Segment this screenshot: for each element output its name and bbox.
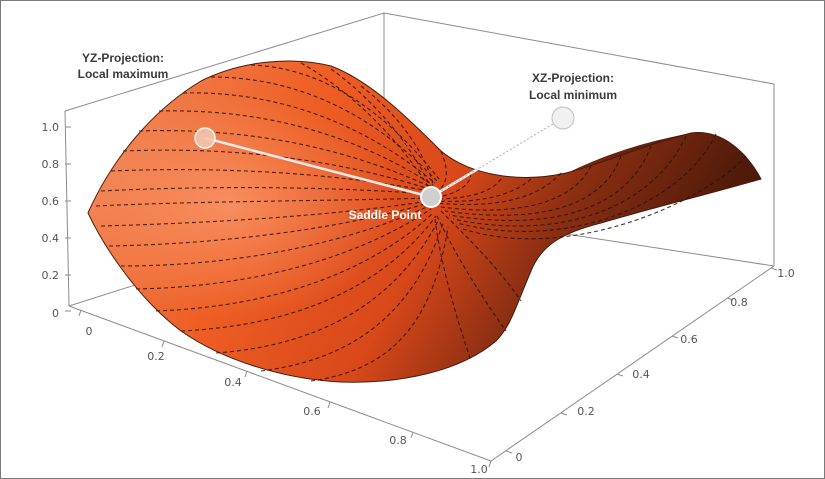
x-tick-label: 1.0 (470, 463, 488, 476)
surface-highlight (88, 61, 566, 383)
z-axis: 1.0 0.8 0.6 0.4 0.2 0 (42, 121, 71, 320)
annotation-markers (194, 106, 575, 208)
x-axis: 0 0.2 0.4 0.6 0.8 1.0 (78, 309, 492, 476)
y-tick-label: 0.6 (680, 333, 698, 346)
saddle-point-marker (420, 186, 442, 208)
x-tick-label: 0.4 (224, 376, 242, 389)
contour-lines (95, 62, 747, 382)
bounding-box-front (68, 265, 775, 462)
yz-local-max-label: Local maximum (78, 67, 169, 81)
saddle-point-label: Saddle Point (349, 208, 422, 222)
y-tick-label: 0 (516, 451, 523, 464)
x-tick-label: 0.8 (389, 434, 407, 447)
y-tick-label: 0.2 (577, 405, 595, 418)
xz-projection-label: XZ-Projection: (532, 71, 614, 85)
z-tick-label: 1.0 (42, 121, 60, 134)
x-tick-label: 0.6 (303, 405, 321, 418)
xz-local-min-marker (551, 106, 575, 130)
z-tick-label: 0.8 (42, 158, 60, 171)
z-tick-label: 0.4 (42, 232, 60, 245)
z-tick-label: 0.6 (42, 195, 60, 208)
x-tick-label: 0.2 (147, 350, 165, 363)
z-tick-label: 0.2 (42, 269, 60, 282)
yz-projection-label: YZ-Projection: (82, 51, 164, 65)
xz-local-min-label: Local minimum (529, 88, 617, 102)
x-tick-label: 0 (86, 325, 93, 338)
yz-connector-line (204, 136, 432, 199)
z-tick-label: 0 (52, 307, 59, 320)
y-tick-label: 0.8 (730, 296, 748, 309)
yz-local-max-marker (194, 127, 216, 149)
y-tick-label: 1.0 (777, 267, 795, 280)
y-axis: 0 0.2 0.4 0.6 0.8 1.0 (505, 267, 795, 464)
y-tick-label: 0.4 (632, 368, 650, 381)
